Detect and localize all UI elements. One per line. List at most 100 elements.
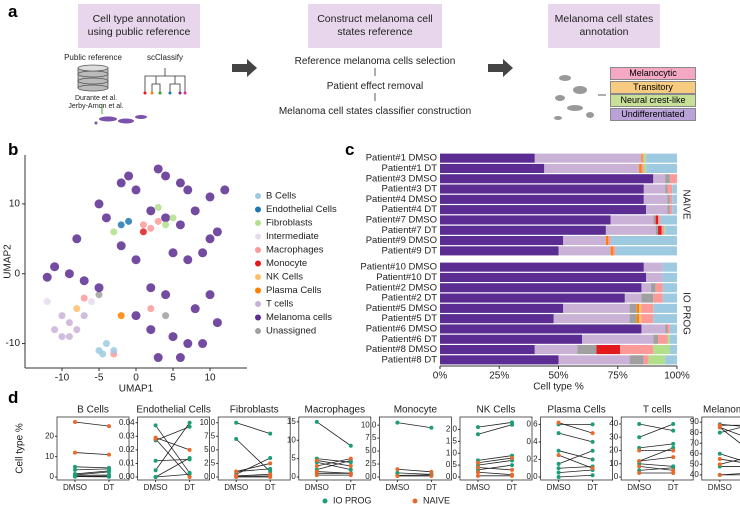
point: [476, 473, 480, 478]
x-tick-label: DMSO: [627, 483, 651, 492]
bar-segment: [662, 293, 677, 303]
point: [476, 432, 480, 437]
bar-segment: [440, 303, 564, 313]
state-box: Melanocytic: [610, 67, 696, 80]
y-tick-label: 20: [45, 431, 54, 440]
pair-line: [558, 474, 593, 478]
legend-label: NK Cells: [266, 272, 303, 283]
frame: [378, 416, 452, 481]
point: [717, 457, 722, 462]
y-tick-label: 10: [45, 452, 54, 461]
point: [205, 192, 215, 202]
point: [80, 294, 88, 302]
y-tick-label: 90: [690, 417, 699, 426]
x-axis-label: Cell type %: [533, 382, 584, 393]
point: [65, 319, 73, 327]
point: [395, 473, 400, 478]
bar-segment: [650, 283, 656, 293]
pair-line: [397, 472, 432, 475]
database-icon: [77, 64, 109, 92]
x-tick-label: DT: [507, 483, 518, 492]
panel-title: Monocyte: [394, 405, 438, 416]
bar-segment: [534, 345, 578, 355]
point: [268, 431, 273, 436]
point: [590, 431, 595, 436]
pair-line: [74, 468, 110, 471]
group-label: IO PROG: [680, 292, 691, 335]
pair-line: [477, 421, 513, 428]
bar-segment: [629, 314, 637, 324]
bar-segment: [669, 334, 677, 344]
point: [671, 448, 676, 453]
y-axis-label: Cell type %: [15, 423, 26, 474]
x-tick-label: DMSO: [144, 483, 168, 492]
point: [637, 464, 642, 469]
pair-line: [155, 438, 190, 478]
pair-line: [639, 443, 674, 449]
x-tick-label: DMSO: [63, 483, 87, 492]
y-tick-label: 1.5: [446, 436, 458, 445]
bar-segment: [658, 225, 662, 235]
citation: Durante et al.: [74, 95, 118, 102]
point: [234, 437, 239, 441]
pair-line: [639, 423, 674, 438]
pair-line: [155, 426, 190, 441]
bar-segment: [440, 215, 611, 225]
legend-swatch: [255, 233, 261, 240]
step-title: Cell type annotation using public refere…: [78, 4, 200, 48]
pair-line: [639, 423, 674, 431]
bar-segment: [641, 314, 654, 324]
point: [110, 228, 118, 236]
point: [268, 461, 273, 466]
point: [161, 290, 171, 300]
bar-segment: [667, 324, 670, 334]
point: [476, 470, 480, 475]
legend-swatch: [255, 193, 261, 199]
point: [590, 422, 595, 427]
category-label: Patient#9 DMSO: [366, 235, 437, 246]
point: [314, 419, 319, 424]
legend-swatch: [255, 328, 261, 334]
category-label: Patient#8 DMSO: [366, 344, 437, 355]
pair-line: [477, 471, 513, 476]
y-tick-label: 0.02: [119, 445, 135, 454]
point: [94, 199, 104, 209]
x-tick-label: 5: [170, 373, 176, 384]
point: [131, 185, 141, 195]
category-label: Patient#7 DT: [382, 225, 438, 236]
x-tick-label: DT: [184, 483, 195, 492]
bar-segment: [665, 174, 670, 184]
category-label: Patient#2 DT: [382, 293, 438, 304]
point: [99, 350, 107, 358]
x-tick-label: DT: [426, 483, 437, 492]
bar-segment: [440, 153, 535, 163]
bar-segment: [639, 314, 642, 324]
point: [510, 422, 514, 427]
point: [590, 457, 595, 462]
bar-segment: [669, 345, 677, 355]
legend-swatch: [412, 498, 418, 504]
bar-segment: [440, 283, 642, 293]
bar-segment: [440, 236, 564, 246]
bar-segment: [624, 293, 642, 303]
category-label: Patient#3 DT: [382, 184, 438, 195]
panel-title: Macrophages: [305, 405, 366, 416]
state-box: Neural crest-like: [610, 94, 696, 107]
point: [556, 431, 561, 436]
pair-line: [639, 465, 674, 471]
bar-segment: [641, 293, 654, 303]
bar-segment: [655, 225, 659, 235]
bar-segment: [613, 246, 616, 256]
x-tick-label: DT: [265, 483, 276, 492]
point: [183, 185, 193, 195]
point: [556, 448, 561, 453]
bar-segment: [667, 334, 670, 344]
frame: [540, 416, 613, 481]
bar-segment: [610, 215, 654, 225]
point: [717, 425, 722, 430]
point: [51, 326, 59, 334]
point: [116, 241, 126, 251]
frame: [298, 416, 372, 481]
point: [671, 421, 676, 426]
point: [671, 428, 676, 433]
